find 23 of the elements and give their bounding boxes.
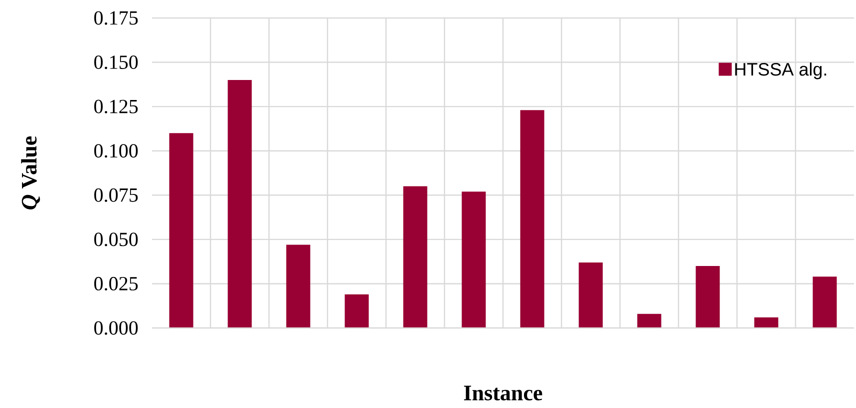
y-tick-label: 0.150 — [94, 55, 138, 70]
y-axis-title: Q Value — [21, 136, 40, 210]
bar — [462, 192, 486, 328]
bar — [578, 262, 603, 328]
bar — [812, 276, 837, 328]
y-tick-label: 0.075 — [94, 188, 138, 202]
bar — [403, 186, 428, 328]
bar — [169, 133, 194, 328]
y-tick-label: 0.025 — [94, 276, 138, 291]
x-axis-title: Instance — [464, 386, 542, 400]
bar — [520, 110, 544, 328]
bar — [696, 266, 720, 328]
y-tick-label: 0.050 — [94, 232, 138, 246]
bar — [344, 294, 369, 328]
legend-label: HTSSA alg. — [735, 62, 826, 80]
bar — [228, 80, 252, 328]
bar — [637, 314, 662, 328]
y-tick-label: 0.000 — [94, 321, 138, 335]
y-tick-label: 0.100 — [94, 144, 138, 158]
y-tick-label: 0.125 — [94, 100, 138, 114]
y-tick-label: 0.175 — [94, 11, 138, 25]
bar — [286, 244, 310, 328]
bar — [754, 317, 778, 328]
